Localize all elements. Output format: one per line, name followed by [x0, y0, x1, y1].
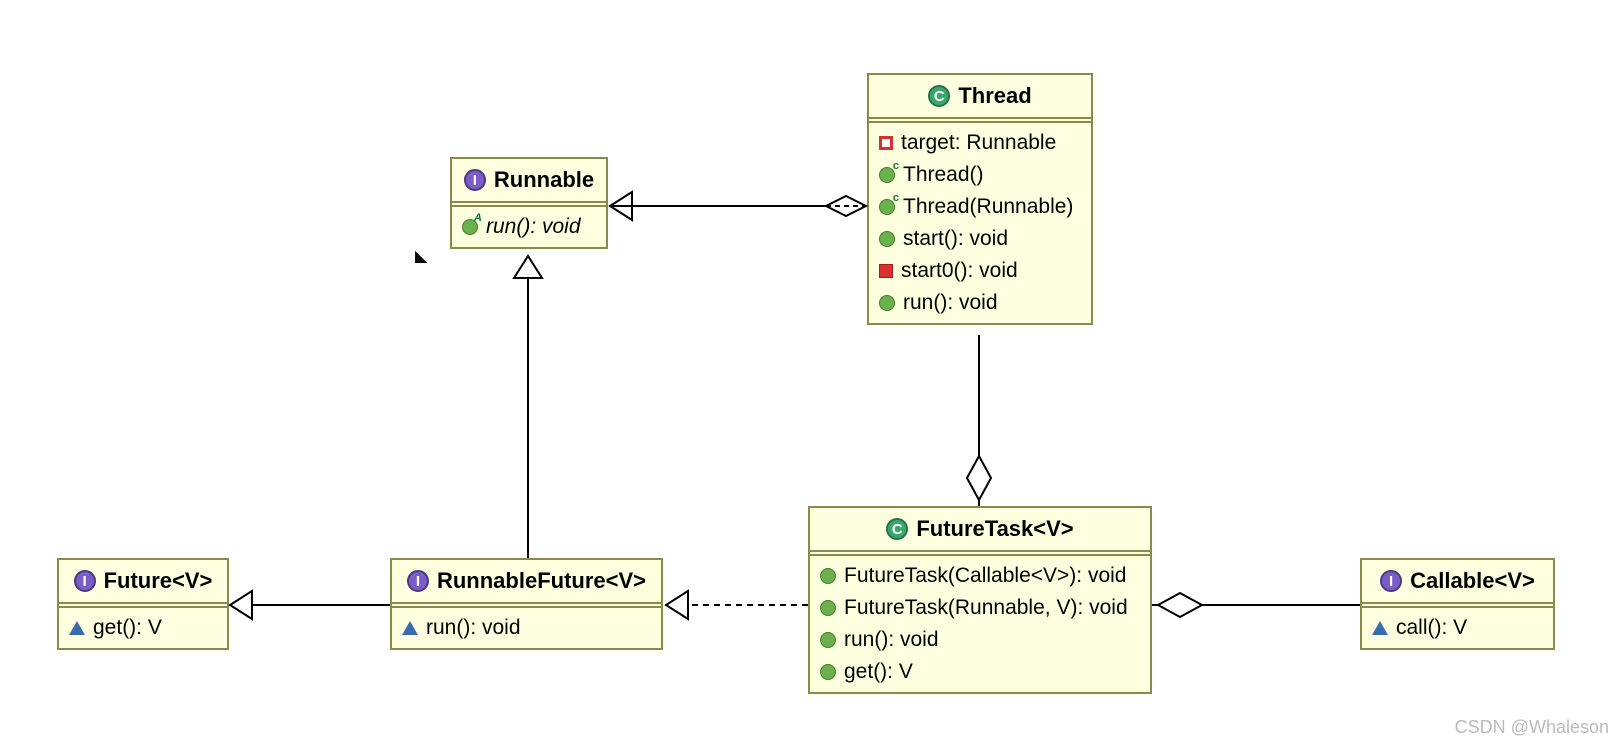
members: run(): void	[452, 207, 606, 247]
member-text: FutureTask(Callable<V>): void	[844, 564, 1126, 588]
uml-header: C Thread	[869, 75, 1091, 119]
member-ctor1: Thread()	[877, 159, 1083, 191]
class-title: FutureTask<V>	[916, 516, 1073, 542]
public-method-icon	[820, 664, 836, 680]
member-run: run(): void	[818, 624, 1142, 656]
member-text: start0(): void	[901, 259, 1018, 283]
uml-box-callable: I Callable<V> call(): V	[1360, 558, 1555, 650]
member-text: get(): V	[93, 616, 162, 640]
uml-box-thread: C Thread target: Runnable Thread() Threa…	[867, 73, 1093, 325]
members: FutureTask(Callable<V>): void FutureTask…	[810, 556, 1150, 692]
member-text: get(): V	[844, 660, 913, 684]
uml-header: I Future<V>	[59, 560, 227, 604]
public-method-icon	[820, 632, 836, 648]
class-title: Thread	[958, 83, 1031, 109]
member-target: target: Runnable	[877, 127, 1083, 159]
class-icon: C	[928, 85, 950, 107]
public-method-icon	[879, 295, 895, 311]
abstract-method-icon	[1372, 621, 1388, 635]
private-field-icon	[879, 136, 893, 150]
class-title: Runnable	[494, 167, 594, 193]
member-text: target: Runnable	[901, 131, 1056, 155]
member-call: call(): V	[1370, 612, 1545, 644]
members: call(): V	[1362, 608, 1553, 648]
member-text: call(): V	[1396, 616, 1467, 640]
member-start0: start0(): void	[877, 255, 1083, 287]
uml-header: I Callable<V>	[1362, 560, 1553, 604]
abstract-method-icon	[69, 621, 85, 635]
interface-icon: I	[407, 570, 429, 592]
uml-box-futuretask: C FutureTask<V> FutureTask(Callable<V>):…	[808, 506, 1152, 694]
member-get: get(): V	[818, 656, 1142, 688]
members: get(): V	[59, 608, 227, 648]
public-method-icon	[820, 568, 836, 584]
constructor-icon	[879, 199, 895, 215]
member-run: run(): void	[400, 612, 653, 644]
member-text: run(): void	[903, 291, 998, 315]
uml-header: C FutureTask<V>	[810, 508, 1150, 552]
abstract-method-icon	[462, 219, 478, 235]
interface-icon: I	[74, 570, 96, 592]
member-ctor2: FutureTask(Runnable, V): void	[818, 592, 1142, 624]
member-text: run(): void	[486, 215, 581, 239]
interface-icon: I	[1380, 570, 1402, 592]
member-ctor2: Thread(Runnable)	[877, 191, 1083, 223]
constructor-icon	[879, 167, 895, 183]
uml-header: I Runnable	[452, 159, 606, 203]
uml-box-future: I Future<V> get(): V	[57, 558, 229, 650]
private-method-icon	[879, 264, 893, 278]
member-ctor1: FutureTask(Callable<V>): void	[818, 560, 1142, 592]
uml-box-runnablefuture: I RunnableFuture<V> run(): void	[390, 558, 663, 650]
class-title: RunnableFuture<V>	[437, 568, 646, 594]
member-text: run(): void	[844, 628, 939, 652]
member-run: run(): void	[877, 287, 1083, 319]
member-text: start(): void	[903, 227, 1008, 251]
members: run(): void	[392, 608, 661, 648]
interface-icon: I	[464, 169, 486, 191]
uml-header: I RunnableFuture<V>	[392, 560, 661, 604]
class-title: Future<V>	[104, 568, 213, 594]
public-method-icon	[820, 600, 836, 616]
watermark: CSDN @Whaleson	[1455, 717, 1609, 738]
member-text: Thread()	[903, 163, 984, 187]
abstract-method-icon	[402, 621, 418, 635]
members: target: Runnable Thread() Thread(Runnabl…	[869, 123, 1091, 323]
member-start: start(): void	[877, 223, 1083, 255]
member-run: run(): void	[460, 211, 598, 243]
class-title: Callable<V>	[1410, 568, 1535, 594]
member-text: run(): void	[426, 616, 521, 640]
member-text: FutureTask(Runnable, V): void	[844, 596, 1128, 620]
class-icon: C	[886, 518, 908, 540]
mouse-cursor: ◣	[415, 246, 427, 266]
member-get: get(): V	[67, 612, 219, 644]
member-text: Thread(Runnable)	[903, 195, 1073, 219]
uml-box-runnable: I Runnable run(): void	[450, 157, 608, 249]
public-method-icon	[879, 231, 895, 247]
